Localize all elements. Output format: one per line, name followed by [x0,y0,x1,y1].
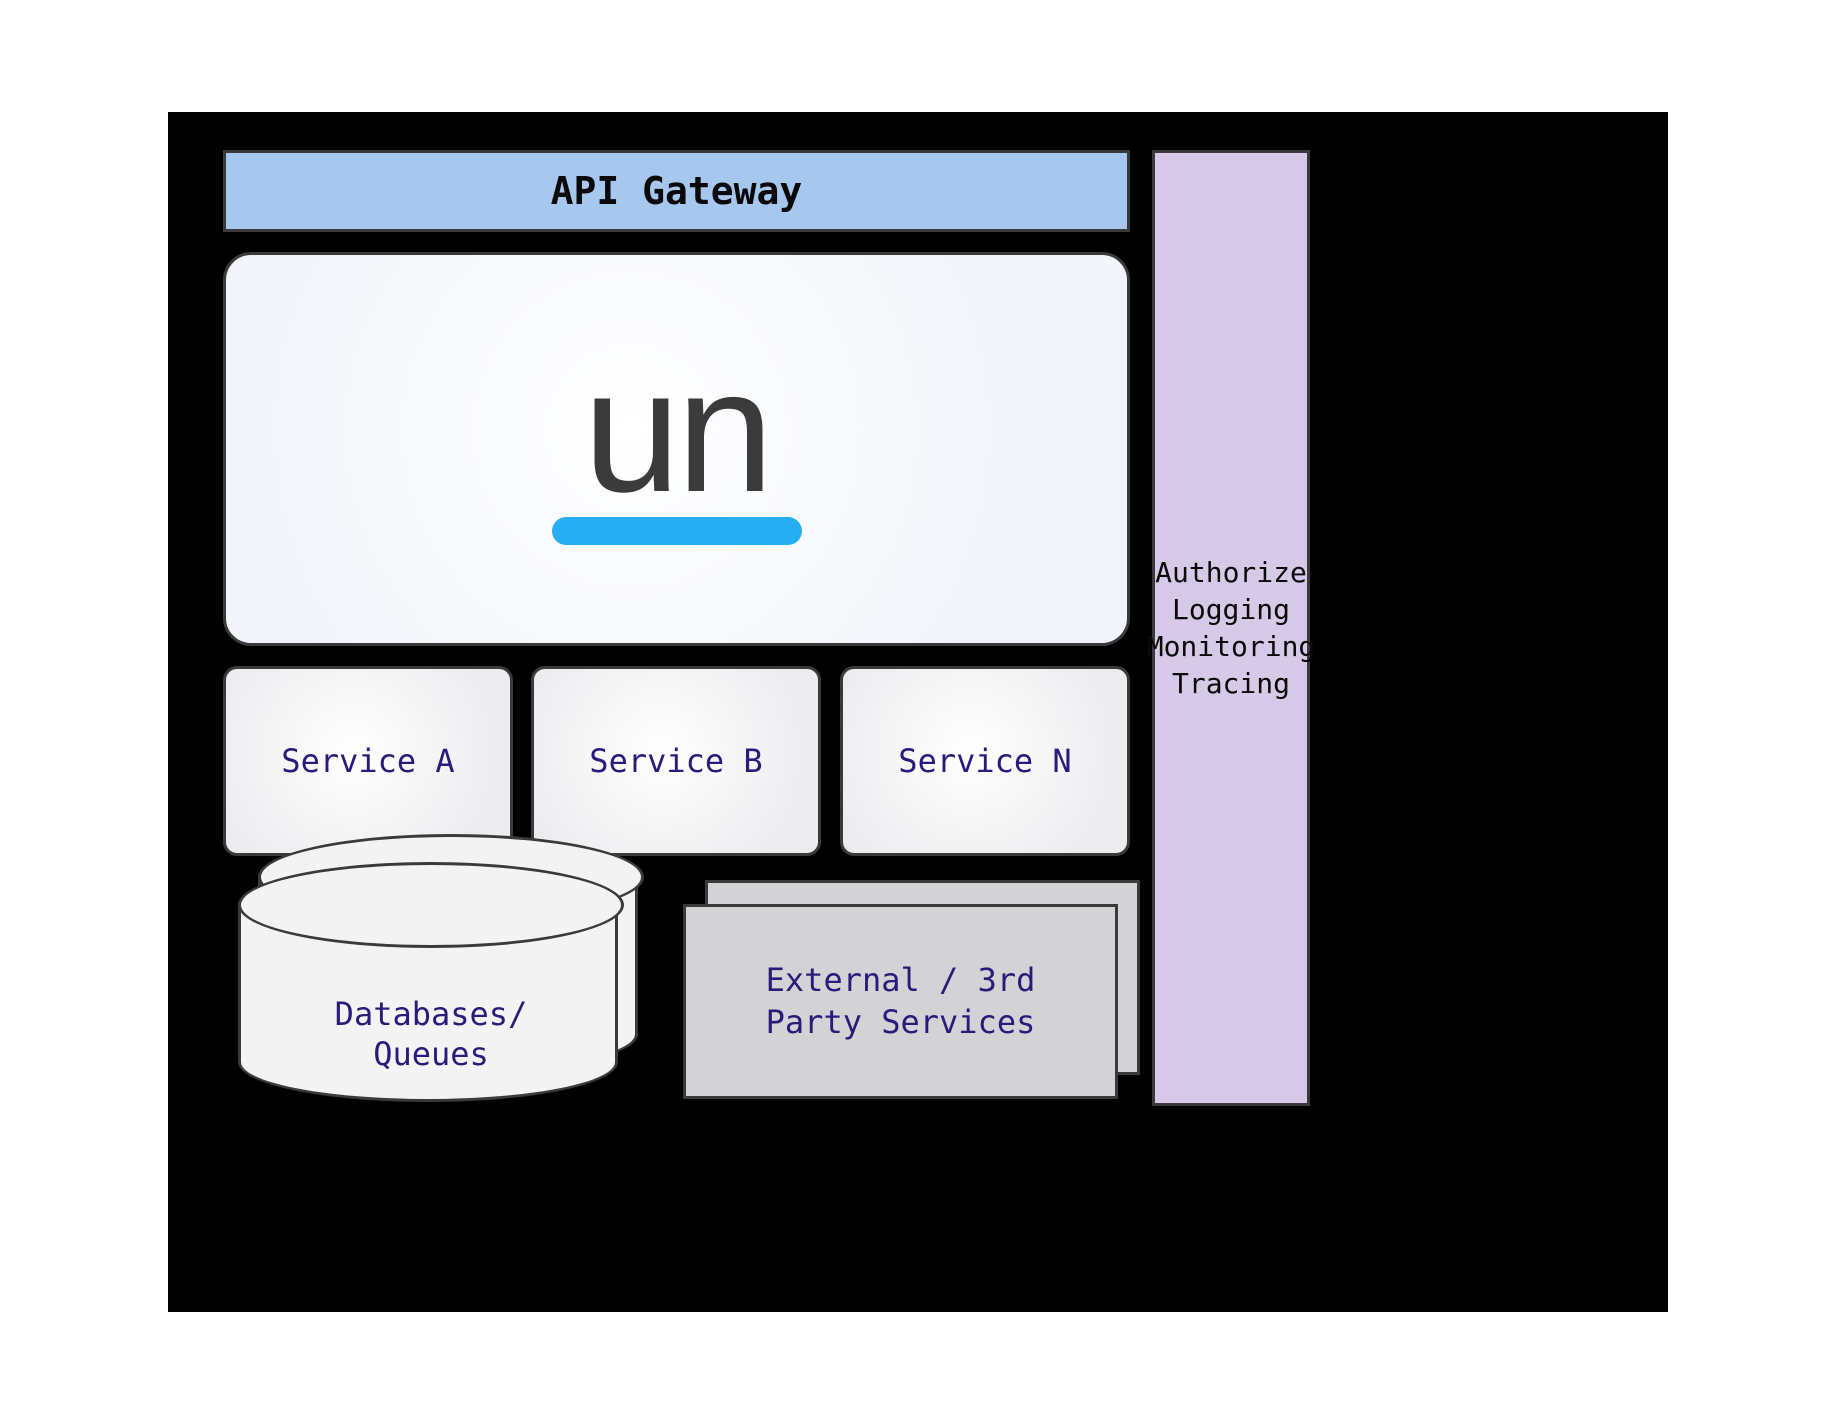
cross-cutting-sidebar: Authorize Logging Monitoring Tracing [1152,150,1310,1106]
external-services-stack: External / 3rd Party Services [683,880,1143,1105]
databases-queues-label: Databases/ Queues [241,994,621,1074]
service-b-box: Service B [531,666,821,856]
service-n-label: Service N [898,742,1071,780]
database-cylinder-front: Databases/ Queues [238,902,618,1102]
api-gateway-box: API Gateway [223,150,1130,232]
sidebar-line-tracing: Tracing [1172,667,1290,700]
logo-text: un [583,353,770,511]
sidebar-line-authorize: Authorize [1155,556,1307,589]
service-a-label: Service A [281,742,454,780]
external-services-label: External / 3rd Party Services [766,960,1036,1043]
databases-queues-stack: Databases/ Queues [238,874,638,1114]
logo-underline [552,517,802,545]
service-a-box: Service A [223,666,513,856]
service-b-label: Service B [589,742,762,780]
sidebar-line-logging: Logging [1172,593,1290,626]
logo-panel: un [223,252,1130,646]
external-box-front: External / 3rd Party Services [683,904,1118,1099]
architecture-diagram: API Gateway un Service A Service B Servi… [168,112,1668,1312]
sidebar-line-monitoring: Monitoring [1147,630,1316,663]
service-n-box: Service N [840,666,1130,856]
api-gateway-label: API Gateway [551,169,803,213]
